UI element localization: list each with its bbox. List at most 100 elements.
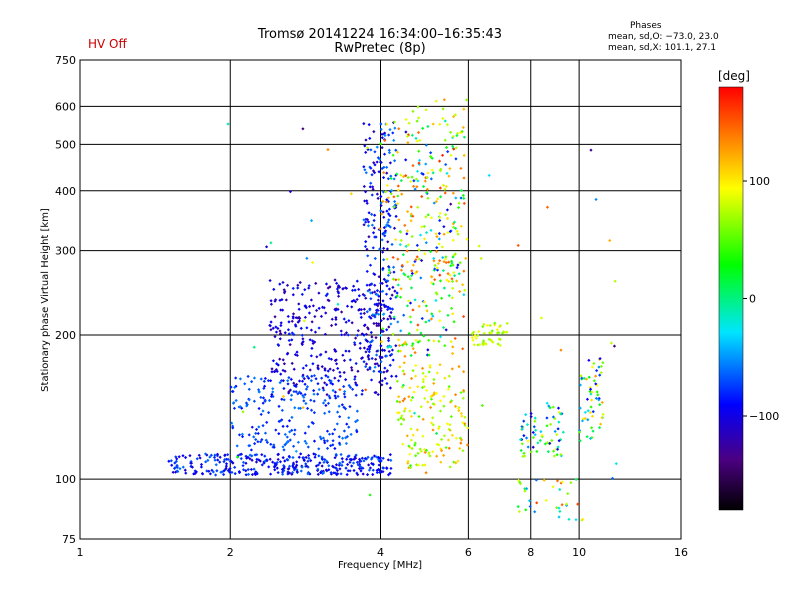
- data-point: [324, 403, 328, 408]
- data-point: [387, 287, 391, 291]
- data-point: [309, 398, 313, 402]
- data-point: [365, 283, 369, 287]
- data-point: [423, 450, 427, 454]
- data-point: [367, 123, 371, 127]
- data-point: [300, 379, 305, 383]
- data-point: [451, 345, 455, 349]
- data-point: [377, 323, 381, 328]
- data-point: [432, 377, 436, 382]
- data-point: [353, 336, 358, 340]
- data-point: [531, 430, 535, 435]
- data-point: [448, 423, 452, 427]
- data-point: [382, 277, 386, 281]
- data-point: [452, 147, 456, 151]
- data-point: [338, 461, 342, 465]
- data-point: [448, 273, 452, 277]
- data-point: [339, 452, 343, 457]
- data-point: [199, 462, 204, 467]
- data-point: [526, 445, 530, 449]
- data-point: [304, 441, 308, 446]
- data-point: [230, 460, 235, 465]
- data-point: [402, 409, 406, 413]
- data-point: [307, 304, 312, 309]
- data-point: [422, 300, 427, 304]
- data-point: [294, 324, 298, 328]
- data-point: [244, 401, 248, 405]
- data-point: [363, 190, 368, 194]
- data-point: [387, 325, 391, 329]
- data-point: [595, 383, 599, 387]
- data-point: [267, 398, 272, 403]
- data-point: [364, 332, 368, 336]
- data-point: [231, 401, 235, 405]
- data-point: [429, 405, 433, 410]
- data-point: [388, 314, 392, 318]
- data-point: [323, 367, 327, 371]
- data-point: [321, 401, 326, 405]
- data-point: [595, 390, 599, 394]
- data-point: [311, 362, 315, 366]
- data-point: [481, 339, 486, 343]
- data-point: [348, 385, 353, 389]
- data-point: [391, 153, 395, 157]
- data-point: [419, 331, 423, 335]
- data-point: [311, 260, 315, 265]
- data-point: [589, 148, 593, 152]
- data-point: [295, 460, 299, 464]
- data-point: [259, 440, 263, 444]
- data-point: [555, 506, 559, 510]
- data-point: [201, 472, 205, 476]
- data-point: [522, 451, 526, 455]
- data-point: [365, 201, 369, 205]
- data-point: [442, 286, 446, 290]
- data-point: [290, 331, 294, 335]
- data-point: [412, 390, 416, 394]
- data-point: [358, 341, 362, 345]
- data-point: [594, 197, 598, 202]
- data-point: [533, 510, 537, 514]
- data-point: [307, 456, 311, 460]
- data-point: [281, 445, 285, 449]
- data-point: [346, 333, 350, 337]
- data-point: [268, 323, 272, 327]
- data-point: [363, 144, 367, 148]
- data-point: [411, 184, 416, 188]
- data-point: [263, 454, 267, 458]
- data-point: [440, 296, 444, 300]
- data-point: [431, 416, 435, 420]
- data-point: [190, 465, 195, 469]
- data-point: [362, 184, 366, 189]
- data-point: [314, 464, 318, 468]
- data-point: [300, 333, 304, 337]
- data-point: [557, 439, 561, 443]
- data-point: [338, 467, 342, 471]
- data-point: [382, 165, 386, 169]
- data-point: [415, 185, 419, 189]
- data-point: [239, 457, 243, 461]
- data-point: [283, 459, 287, 463]
- data-point: [364, 171, 368, 175]
- data-point: [594, 396, 598, 400]
- data-point: [377, 364, 381, 368]
- data-point: [328, 367, 332, 371]
- data-point: [300, 292, 304, 296]
- data-point: [446, 313, 450, 317]
- data-point: [396, 194, 400, 198]
- data-point: [279, 323, 283, 328]
- data-point: [439, 437, 444, 442]
- data-point: [385, 328, 389, 332]
- data-point: [323, 398, 327, 403]
- data-point: [427, 452, 431, 456]
- data-point: [435, 268, 440, 272]
- data-point: [291, 286, 295, 290]
- data-point: [295, 382, 299, 387]
- data-point: [208, 455, 212, 459]
- data-point: [369, 316, 373, 320]
- data-point: [327, 378, 332, 382]
- data-point: [323, 381, 327, 385]
- data-point: [398, 230, 403, 234]
- data-point: [273, 461, 277, 465]
- data-point: [463, 422, 467, 426]
- data-point: [281, 280, 285, 285]
- data-point: [433, 267, 437, 271]
